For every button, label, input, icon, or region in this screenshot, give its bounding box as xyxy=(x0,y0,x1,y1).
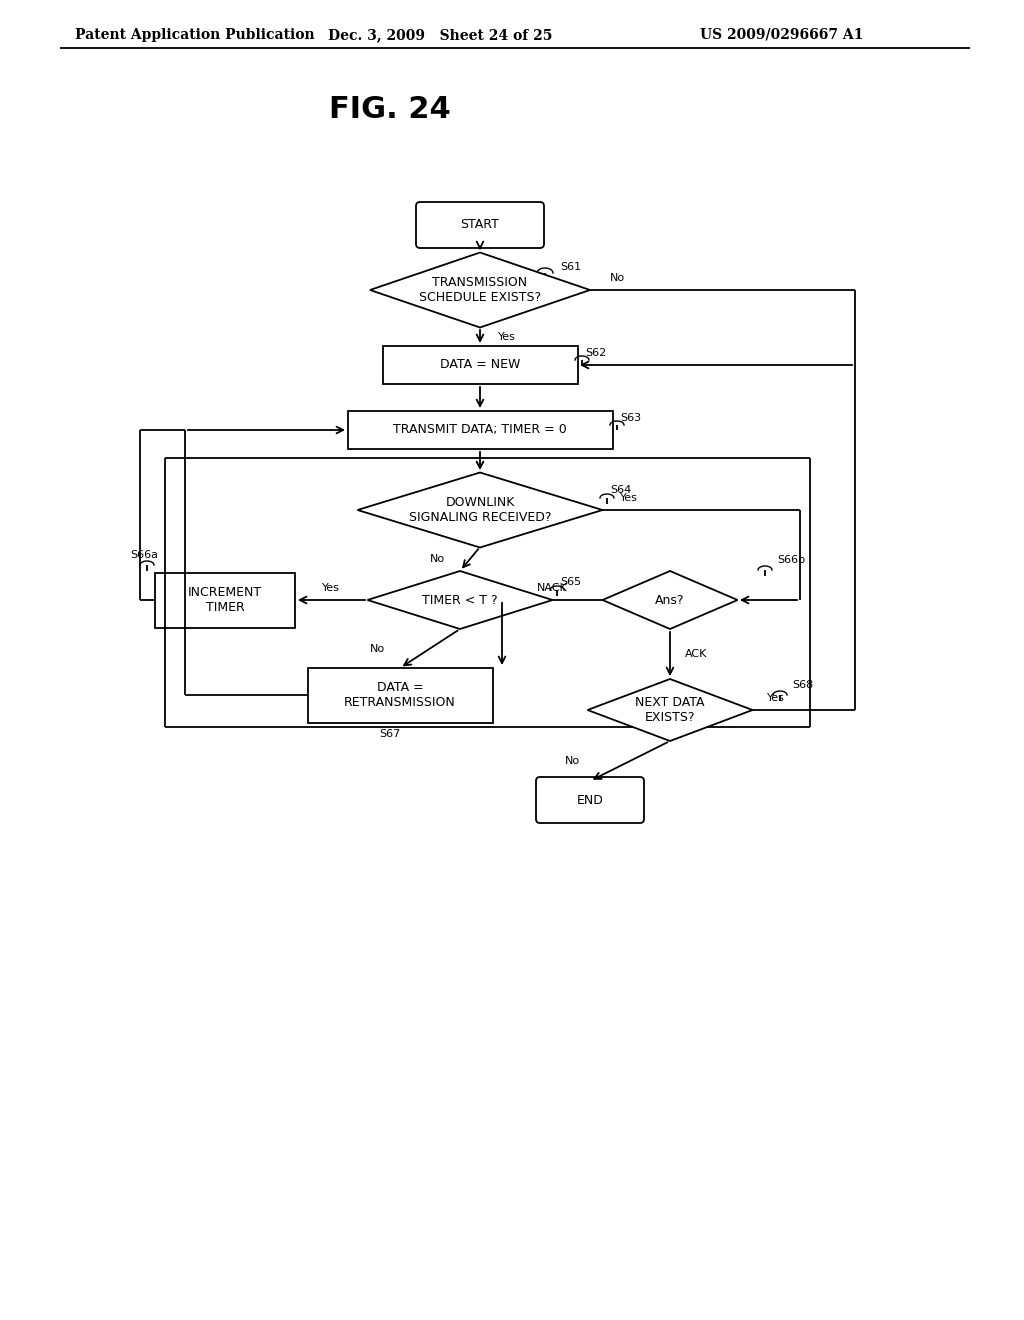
Polygon shape xyxy=(368,572,553,630)
Text: Yes: Yes xyxy=(323,583,340,593)
Text: No: No xyxy=(610,273,625,282)
Bar xyxy=(383,346,578,384)
Text: Dec. 3, 2009   Sheet 24 of 25: Dec. 3, 2009 Sheet 24 of 25 xyxy=(328,28,552,42)
Text: Ans?: Ans? xyxy=(655,594,685,606)
Text: Patent Application Publication: Patent Application Publication xyxy=(75,28,314,42)
Text: DOWNLINK
SIGNALING RECEIVED?: DOWNLINK SIGNALING RECEIVED? xyxy=(409,496,551,524)
Text: START: START xyxy=(461,219,500,231)
Text: TIMER < T ?: TIMER < T ? xyxy=(422,594,498,606)
Text: S67: S67 xyxy=(379,729,400,739)
Text: DATA =
RETRANSMISSION: DATA = RETRANSMISSION xyxy=(344,681,456,709)
Polygon shape xyxy=(588,678,753,741)
Text: US 2009/0296667 A1: US 2009/0296667 A1 xyxy=(700,28,863,42)
Bar xyxy=(347,411,612,449)
Text: No: No xyxy=(430,554,445,564)
Polygon shape xyxy=(370,252,590,327)
Text: S68: S68 xyxy=(792,680,813,690)
FancyBboxPatch shape xyxy=(536,777,644,822)
Text: NACK: NACK xyxy=(537,583,567,593)
Text: Yes: Yes xyxy=(767,693,784,704)
Bar xyxy=(155,573,295,627)
Text: S66a: S66a xyxy=(130,550,158,560)
FancyBboxPatch shape xyxy=(416,202,544,248)
Text: Yes: Yes xyxy=(620,492,638,503)
Text: S65: S65 xyxy=(560,577,582,587)
Text: S61: S61 xyxy=(560,261,582,272)
Text: No: No xyxy=(565,756,580,766)
Text: DATA = NEW: DATA = NEW xyxy=(440,359,520,371)
Text: ACK: ACK xyxy=(685,649,708,659)
Text: S63: S63 xyxy=(620,413,641,422)
Text: S62: S62 xyxy=(585,348,606,358)
Text: No: No xyxy=(370,644,385,653)
Polygon shape xyxy=(357,473,602,548)
Text: NEXT DATA
EXISTS?: NEXT DATA EXISTS? xyxy=(635,696,705,723)
Bar xyxy=(307,668,493,722)
Text: Yes: Yes xyxy=(498,333,516,342)
Text: TRANSMISSION
SCHEDULE EXISTS?: TRANSMISSION SCHEDULE EXISTS? xyxy=(419,276,541,304)
Polygon shape xyxy=(602,572,737,630)
Text: INCREMENT
TIMER: INCREMENT TIMER xyxy=(188,586,262,614)
Text: S66b: S66b xyxy=(777,554,805,565)
Text: TRANSMIT DATA; TIMER = 0: TRANSMIT DATA; TIMER = 0 xyxy=(393,424,567,437)
Text: FIG. 24: FIG. 24 xyxy=(329,95,451,124)
Text: END: END xyxy=(577,793,603,807)
Text: S64: S64 xyxy=(610,484,631,495)
